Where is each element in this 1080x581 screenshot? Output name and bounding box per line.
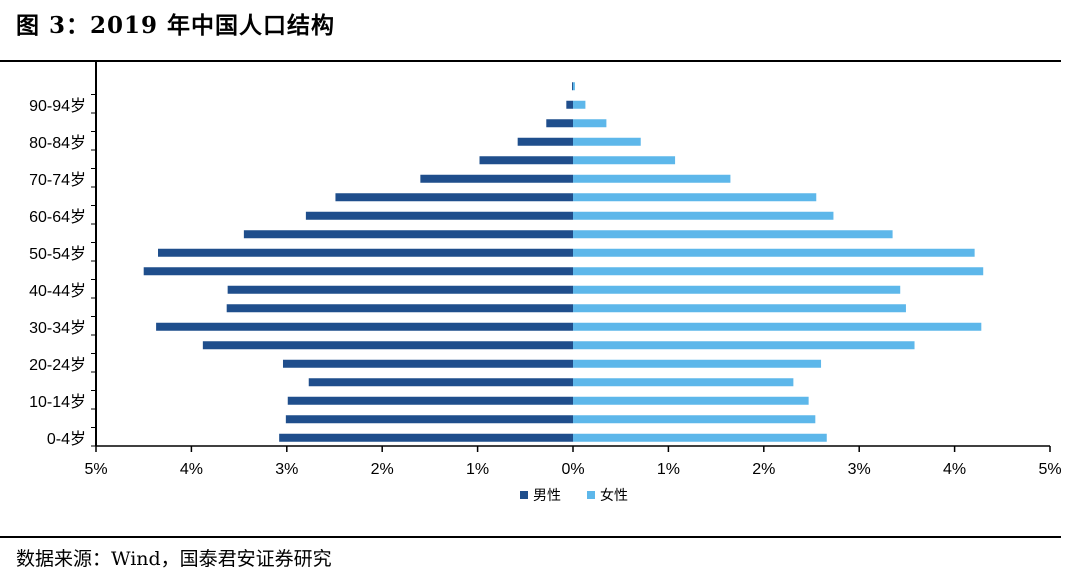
bar-male [305,211,573,220]
x-tick-label: 2% [752,461,775,478]
x-tick-label: 3% [275,461,298,478]
bar-male [202,341,573,350]
x-tick-label: 3% [848,461,871,478]
bar-male [572,82,573,91]
y-tick-label: 20-24岁 [29,356,86,374]
bar-female [573,119,607,128]
source-note: 数据来源：Wind，国泰君安证券研究 [16,548,332,570]
bar-female [573,82,575,91]
bar-male [308,378,573,387]
bar-male [285,415,573,424]
bar-male [282,359,573,368]
bar-male [566,100,573,109]
bar-female [573,267,984,276]
figure-title: 图 3：2019 年中国人口结构 [16,12,336,39]
x-tick-label: 2% [371,461,394,478]
x-tick-label: 4% [943,461,966,478]
bar-male [143,267,573,276]
bottom-rule [0,536,1061,538]
bar-female [573,248,975,257]
y-tick-label: 40-44岁 [29,282,86,300]
legend-label-male: 男性 [533,488,561,504]
x-tick-label: 0% [561,461,584,478]
bar-female [573,156,676,165]
x-tick-label: 1% [466,461,489,478]
legend-label-female: 女性 [600,487,628,504]
x-tick-label: 1% [657,461,680,478]
y-tick-label: 70-74岁 [29,171,86,189]
bar-male [420,174,573,183]
y-tick-label: 90-94岁 [29,97,86,115]
y-tick-label: 10-14岁 [29,393,86,411]
y-tick-label: 30-34岁 [29,319,86,337]
bar-female [573,137,641,146]
bar-female [573,396,809,405]
bar-female [573,378,794,387]
x-tick-label: 4% [180,461,203,478]
top-rule [0,60,1061,62]
bar-male [227,285,574,294]
bar-female [573,230,893,239]
y-tick-label: 0-4岁 [47,430,86,448]
legend-swatch-male [520,491,528,499]
bar-male [546,119,573,128]
bar-female [573,415,816,424]
bar-male [156,322,574,331]
bar-female [573,100,586,109]
bar-female [573,341,915,350]
bar-male [479,156,573,165]
bar-male [279,433,573,442]
x-tick-label: 5% [84,461,107,478]
bar-female [573,433,827,442]
population-pyramid-chart: 0-4岁 10-14岁 20-24岁 30-34岁 40-44岁 50-54岁 60-64岁… [29,62,1062,504]
legend-swatch-female [587,491,595,499]
bar-male [158,248,573,257]
bar-male [243,230,573,239]
y-tick-label: 60-64岁 [29,208,86,226]
y-tick-label: 50-54岁 [29,245,86,263]
bar-male [226,304,573,313]
bar-female [573,285,901,294]
x-tick-label: 5% [1038,461,1061,478]
bar-female [573,359,822,368]
bar-male [287,396,573,405]
bar-female [573,193,817,202]
bar-male [517,137,573,146]
bar-female [573,211,834,220]
bar-male [335,193,573,202]
bar-female [573,322,982,331]
y-tick-label: 80-84岁 [29,134,86,152]
bar-female [573,174,731,183]
bar-female [573,304,906,313]
